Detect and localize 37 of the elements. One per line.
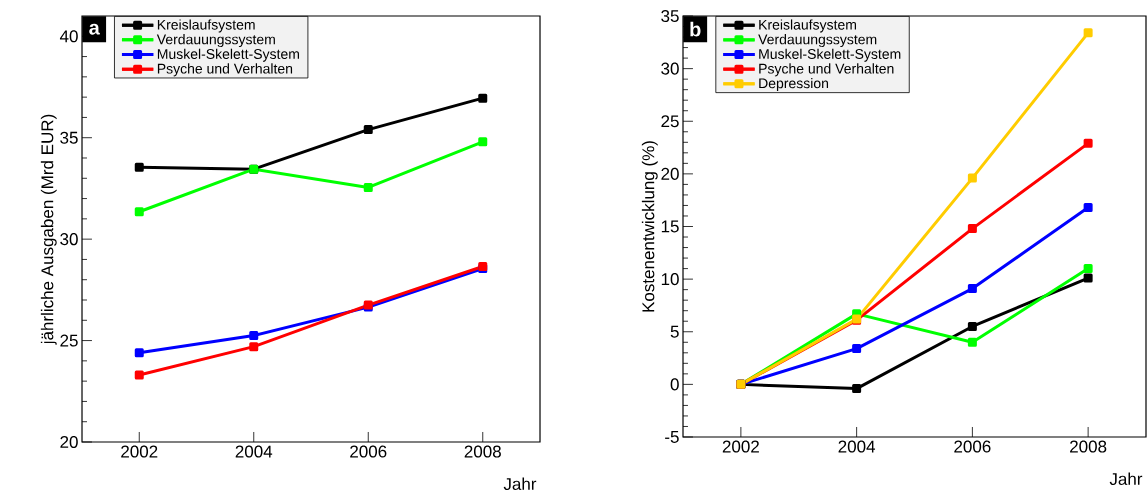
y-tick-label: 15 [661, 220, 679, 233]
y-tick-label: 5 [670, 325, 679, 338]
y-tick-label: 35 [60, 131, 78, 144]
y-tick-label: 20 [661, 167, 679, 180]
x-tick-label: 2008 [464, 445, 501, 458]
y-tick-label: -5 [665, 431, 679, 443]
x-axis-title: Jahr [1109, 472, 1143, 486]
legend-label: Psyche und Verhalten [157, 63, 293, 77]
y-tick-label: 0 [670, 378, 679, 391]
annotation: b [690, 21, 701, 37]
legend-label: Verdauungssystem [758, 34, 877, 48]
y-tick-label: 10 [661, 273, 679, 286]
y-tick-label: 35 [661, 9, 679, 23]
legend-label: Kreislaufsystem [157, 19, 255, 33]
x-tick-label: 2004 [235, 445, 273, 458]
y-tick-label: 25 [60, 334, 78, 347]
x-tick-label: 2004 [838, 440, 876, 453]
x-tick-label: 2002 [722, 440, 759, 453]
y-tick-label: 30 [661, 62, 679, 75]
x-tick-label: 2008 [1070, 440, 1107, 453]
legend-label: Kreislaufsystem [759, 19, 856, 33]
legend-label: Muskel-Skelett-System [759, 48, 901, 62]
x-tick-label: 2002 [121, 445, 158, 458]
legend-label: Psyche und Verhalten [759, 63, 894, 77]
annotation: a [89, 23, 100, 35]
y-tick-label: 40 [59, 30, 78, 43]
y-tick-label: 25 [661, 115, 679, 128]
y-tick-label: 20 [60, 435, 78, 449]
legend-label: Verdauungssystem [156, 34, 275, 48]
legend-label: Depression [759, 77, 829, 92]
y-axis-title: jährliche Ausgaben (Mrd EUR) [40, 114, 57, 345]
x-tick-label: 2006 [350, 445, 387, 458]
x-tick-label: 2006 [954, 440, 991, 453]
legend-label: Muskel-Skelett-System [157, 48, 299, 62]
y-axis-title: Kostenentwicklung (%) [641, 141, 658, 312]
x-axis-title: Jahr [503, 477, 537, 491]
y-tick-label: 30 [60, 233, 78, 246]
